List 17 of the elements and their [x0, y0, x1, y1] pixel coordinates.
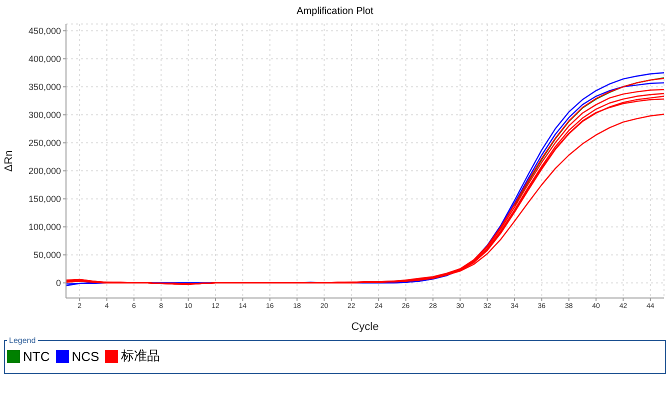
- y-axis-title: ΔRn: [2, 150, 15, 172]
- legend-label: NTC: [23, 348, 50, 364]
- legend-title: Legend: [8, 336, 37, 345]
- legend-label: 标准品: [121, 347, 160, 365]
- x-axis-title: Cycle: [351, 321, 379, 333]
- y-tick-label: 200,000: [28, 166, 61, 176]
- y-tick-label: 50,000: [33, 250, 61, 260]
- y-tick-label: 250,000: [28, 138, 61, 148]
- legend-label: NCS: [72, 348, 100, 364]
- y-tick-label: 150,000: [28, 194, 61, 204]
- chart-title: Amplification Plot: [296, 5, 374, 19]
- y-tick-label: 100,000: [28, 222, 61, 232]
- y-tick-label: 0: [56, 278, 61, 288]
- y-tick-label: 300,000: [28, 110, 61, 120]
- y-tick-label: 450,000: [28, 26, 61, 36]
- y-tick-label: 350,000: [28, 82, 61, 92]
- y-tick-label: 400,000: [28, 54, 61, 64]
